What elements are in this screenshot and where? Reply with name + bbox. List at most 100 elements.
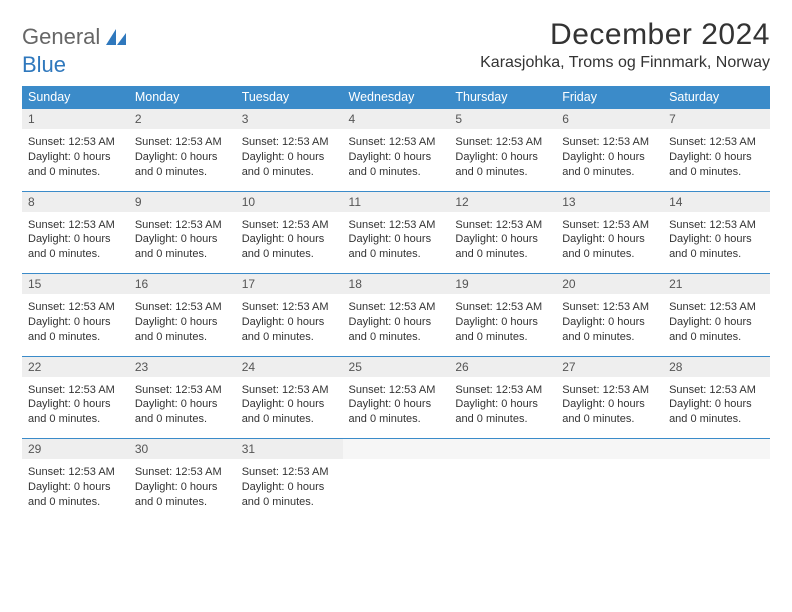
sunset-line: Sunset: 12:53 AM [669,218,764,233]
day-header: Sunday [22,86,129,109]
daylight-line: Daylight: 0 hours and 0 minutes. [349,150,444,180]
day-content-cell: Sunset: 12:53 AMDaylight: 0 hours and 0 … [343,377,450,439]
sunset-line: Sunset: 12:53 AM [455,135,550,150]
sunset-line: Sunset: 12:53 AM [669,383,764,398]
sunset-line: Sunset: 12:53 AM [135,383,230,398]
sunset-line: Sunset: 12:53 AM [349,300,444,315]
day-content-cell: Sunset: 12:53 AMDaylight: 0 hours and 0 … [129,377,236,439]
day-content-cell: Sunset: 12:53 AMDaylight: 0 hours and 0 … [449,212,556,274]
day-content-cell: Sunset: 12:53 AMDaylight: 0 hours and 0 … [556,212,663,274]
day-header: Monday [129,86,236,109]
day-content-cell: Sunset: 12:53 AMDaylight: 0 hours and 0 … [236,294,343,356]
daylight-line: Daylight: 0 hours and 0 minutes. [135,315,230,345]
daylight-line: Daylight: 0 hours and 0 minutes. [28,232,123,262]
day-number-cell: 23 [129,356,236,377]
daylight-line: Daylight: 0 hours and 0 minutes. [135,480,230,510]
daylight-line: Daylight: 0 hours and 0 minutes. [455,150,550,180]
daylight-line: Daylight: 0 hours and 0 minutes. [669,315,764,345]
daylight-line: Daylight: 0 hours and 0 minutes. [242,315,337,345]
title-block: December 2024 Karasjohka, Troms og Finnm… [480,18,770,72]
sunset-line: Sunset: 12:53 AM [135,135,230,150]
sunset-line: Sunset: 12:53 AM [562,300,657,315]
day-number-cell: 31 [236,439,343,460]
day-number-cell: 21 [663,274,770,295]
day-content-cell: Sunset: 12:53 AMDaylight: 0 hours and 0 … [556,129,663,191]
daylight-line: Daylight: 0 hours and 0 minutes. [242,150,337,180]
day-number-cell: 30 [129,439,236,460]
day-content-cell: Sunset: 12:53 AMDaylight: 0 hours and 0 … [129,459,236,521]
day-content-cell [556,459,663,521]
day-content-cell: Sunset: 12:53 AMDaylight: 0 hours and 0 … [556,294,663,356]
sunset-line: Sunset: 12:53 AM [135,218,230,233]
daylight-line: Daylight: 0 hours and 0 minutes. [28,150,123,180]
week-daynum-row: 22232425262728 [22,356,770,377]
brand-word-1: General [22,24,100,50]
sunset-line: Sunset: 12:53 AM [28,218,123,233]
daylight-line: Daylight: 0 hours and 0 minutes. [242,397,337,427]
day-number-cell: 15 [22,274,129,295]
day-number-cell: 17 [236,274,343,295]
day-header-row: SundayMondayTuesdayWednesdayThursdayFrid… [22,86,770,109]
day-number-cell: 5 [449,109,556,130]
day-number-cell: 27 [556,356,663,377]
day-content-cell: Sunset: 12:53 AMDaylight: 0 hours and 0 … [129,129,236,191]
sunset-line: Sunset: 12:53 AM [135,300,230,315]
daylight-line: Daylight: 0 hours and 0 minutes. [135,232,230,262]
daylight-line: Daylight: 0 hours and 0 minutes. [669,150,764,180]
day-content-cell: Sunset: 12:53 AMDaylight: 0 hours and 0 … [129,212,236,274]
day-number-cell: 8 [22,191,129,212]
week-content-row: Sunset: 12:53 AMDaylight: 0 hours and 0 … [22,294,770,356]
day-number-cell: 12 [449,191,556,212]
day-content-cell: Sunset: 12:53 AMDaylight: 0 hours and 0 … [343,212,450,274]
day-content-cell: Sunset: 12:53 AMDaylight: 0 hours and 0 … [663,129,770,191]
day-content-cell: Sunset: 12:53 AMDaylight: 0 hours and 0 … [22,459,129,521]
sunset-line: Sunset: 12:53 AM [349,383,444,398]
brand-logo: General [22,18,128,50]
daylight-line: Daylight: 0 hours and 0 minutes. [669,397,764,427]
day-content-cell: Sunset: 12:53 AMDaylight: 0 hours and 0 … [236,212,343,274]
day-number-cell: 26 [449,356,556,377]
day-content-cell [663,459,770,521]
daylight-line: Daylight: 0 hours and 0 minutes. [562,232,657,262]
sunset-line: Sunset: 12:53 AM [562,135,657,150]
day-header: Saturday [663,86,770,109]
daylight-line: Daylight: 0 hours and 0 minutes. [669,232,764,262]
sunset-line: Sunset: 12:53 AM [28,383,123,398]
sunset-line: Sunset: 12:53 AM [349,218,444,233]
day-number-cell: 14 [663,191,770,212]
week-content-row: Sunset: 12:53 AMDaylight: 0 hours and 0 … [22,377,770,439]
day-number-cell [556,439,663,460]
week-content-row: Sunset: 12:53 AMDaylight: 0 hours and 0 … [22,129,770,191]
day-number-cell: 25 [343,356,450,377]
daylight-line: Daylight: 0 hours and 0 minutes. [28,480,123,510]
daylight-line: Daylight: 0 hours and 0 minutes. [135,150,230,180]
day-content-cell: Sunset: 12:53 AMDaylight: 0 hours and 0 … [236,459,343,521]
daylight-line: Daylight: 0 hours and 0 minutes. [242,232,337,262]
day-content-cell: Sunset: 12:53 AMDaylight: 0 hours and 0 … [22,377,129,439]
day-number-cell: 29 [22,439,129,460]
day-header: Thursday [449,86,556,109]
day-content-cell [343,459,450,521]
day-number-cell: 10 [236,191,343,212]
daylight-line: Daylight: 0 hours and 0 minutes. [455,397,550,427]
daylight-line: Daylight: 0 hours and 0 minutes. [562,315,657,345]
day-number-cell: 9 [129,191,236,212]
daylight-line: Daylight: 0 hours and 0 minutes. [562,397,657,427]
day-content-cell: Sunset: 12:53 AMDaylight: 0 hours and 0 … [449,377,556,439]
day-content-cell: Sunset: 12:53 AMDaylight: 0 hours and 0 … [663,294,770,356]
day-header: Friday [556,86,663,109]
day-content-cell: Sunset: 12:53 AMDaylight: 0 hours and 0 … [449,294,556,356]
sunset-line: Sunset: 12:53 AM [135,465,230,480]
day-content-cell: Sunset: 12:53 AMDaylight: 0 hours and 0 … [22,212,129,274]
day-header: Tuesday [236,86,343,109]
day-content-cell: Sunset: 12:53 AMDaylight: 0 hours and 0 … [129,294,236,356]
daylight-line: Daylight: 0 hours and 0 minutes. [349,315,444,345]
sunset-line: Sunset: 12:53 AM [242,300,337,315]
day-number-cell: 13 [556,191,663,212]
daylight-line: Daylight: 0 hours and 0 minutes. [28,397,123,427]
daylight-line: Daylight: 0 hours and 0 minutes. [455,232,550,262]
sunset-line: Sunset: 12:53 AM [28,465,123,480]
sunset-line: Sunset: 12:53 AM [455,218,550,233]
day-number-cell: 3 [236,109,343,130]
sunset-line: Sunset: 12:53 AM [349,135,444,150]
